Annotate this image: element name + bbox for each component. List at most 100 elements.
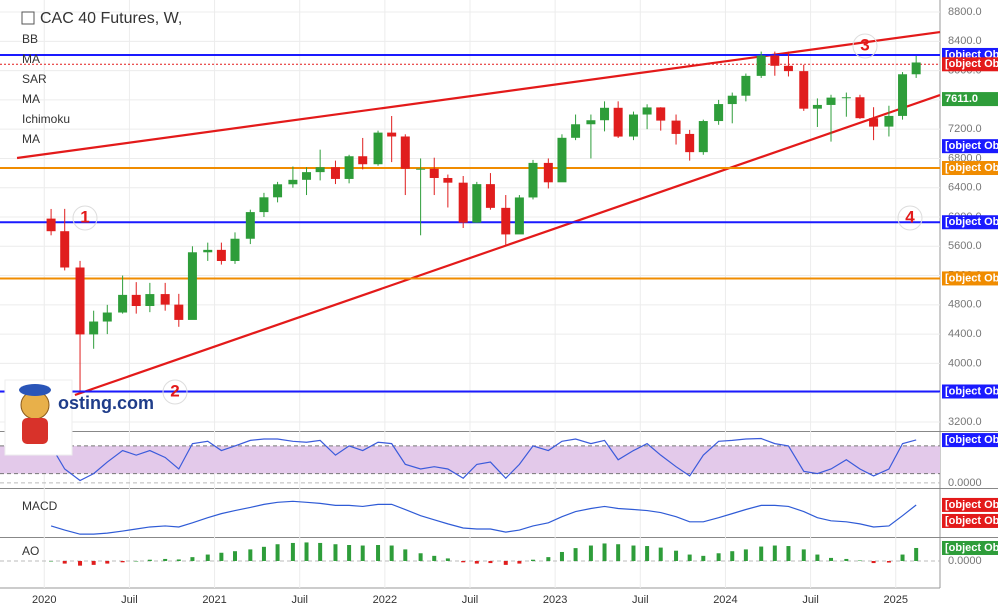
bar [78, 561, 83, 566]
candle-body [783, 65, 793, 72]
bar [503, 561, 508, 565]
y-tick-label: 7200.0 [948, 123, 982, 135]
bar [772, 545, 777, 562]
candle-body [443, 177, 453, 183]
candle-body [841, 97, 851, 99]
candle-body [400, 136, 410, 169]
bar [432, 555, 437, 562]
bar [290, 542, 295, 562]
candle-body [259, 197, 269, 213]
bar [376, 545, 381, 562]
candle-body [358, 156, 368, 165]
bar [871, 561, 876, 564]
candle-body [855, 97, 865, 119]
trendline [74, 94, 941, 397]
bar [91, 561, 96, 565]
price-tag [942, 540, 998, 555]
candle-body [472, 184, 482, 223]
candle-body [131, 294, 141, 307]
candle-body [485, 184, 495, 208]
y-tick-label: 8400.0 [948, 35, 982, 47]
candle-body [727, 95, 737, 105]
bar [347, 545, 352, 562]
price-tag-label: [object Object] [945, 434, 998, 446]
candle-body [571, 124, 581, 138]
band [0, 445, 940, 474]
bar [488, 561, 493, 564]
x-tick-label: Juil [462, 594, 479, 606]
price-tag-label: [object Object] [945, 140, 998, 152]
candle-body [216, 249, 226, 261]
bar [900, 554, 905, 562]
bar [829, 557, 834, 562]
indicator-label[interactable]: MA [22, 132, 40, 146]
price-tag-label: [object Object] [945, 162, 998, 174]
bar [743, 549, 748, 562]
collapse-toggle[interactable] [21, 11, 35, 25]
indicator-label[interactable]: MA [22, 52, 40, 66]
candle-body [330, 167, 340, 179]
bar [759, 546, 764, 562]
bar [360, 545, 365, 562]
price-tag [942, 271, 998, 286]
price-tag-label: [object Object] [945, 515, 998, 527]
candle-body [89, 321, 99, 335]
x-tick-label: 2021 [202, 594, 226, 606]
bar [163, 558, 168, 562]
price-tag-label: [object Object] [945, 542, 998, 554]
candle-body [756, 55, 766, 76]
x-tick-label: Juil [291, 594, 308, 606]
candle-body [514, 197, 524, 235]
candle-body [344, 156, 354, 179]
candle-body [543, 162, 553, 183]
x-tick-label: 2024 [713, 594, 737, 606]
candle-body [118, 294, 128, 313]
candle-body [203, 249, 213, 253]
bar [248, 549, 253, 562]
indicator-line [50, 500, 917, 535]
bar [517, 561, 522, 564]
bar [631, 545, 636, 562]
candle-body [884, 115, 894, 127]
indicator-label[interactable]: AO [22, 544, 39, 558]
bar [674, 550, 679, 562]
candle-body [416, 168, 426, 170]
candle-body [187, 252, 197, 320]
x-tick-label: 2025 [883, 594, 907, 606]
price-tag [942, 513, 998, 528]
bar [588, 545, 593, 562]
x-tick-label: 2022 [373, 594, 397, 606]
y-tick-label: 6400.0 [948, 182, 982, 194]
candle-body [160, 294, 170, 305]
bar [403, 549, 408, 562]
bar [559, 551, 564, 562]
indicator-label[interactable]: SAR [22, 72, 47, 86]
price-tag-label: [object Object] [945, 499, 998, 511]
x-tick-label: Juil [802, 594, 819, 606]
annotation: 1 [72, 205, 98, 231]
annotation-text: 2 [170, 381, 179, 400]
indicator-label[interactable]: MACD [22, 499, 58, 513]
indicator-label[interactable]: Ichimoku [22, 112, 70, 126]
plot-area [0, 0, 998, 589]
candle-body [429, 168, 439, 178]
bar [857, 560, 862, 562]
bar [886, 561, 891, 563]
bar [645, 546, 650, 562]
indicator-label[interactable]: MA [22, 92, 40, 106]
candle-body [770, 55, 780, 66]
candle-body [799, 71, 809, 109]
candle-body [230, 238, 240, 261]
x-tick-label: Juil [121, 594, 138, 606]
candle-body [586, 120, 596, 125]
price-tag-label: [object Object] [945, 216, 998, 228]
bar [389, 545, 394, 562]
price-tag [942, 433, 998, 448]
price-tag [942, 215, 998, 230]
bar [275, 544, 280, 562]
candle-body [288, 179, 298, 185]
annotation-text: 3 [860, 35, 869, 54]
indicator-label[interactable]: BB [22, 32, 38, 46]
annotation-text: 1 [80, 207, 89, 226]
y-tick-label: 0.0000 [948, 477, 982, 489]
